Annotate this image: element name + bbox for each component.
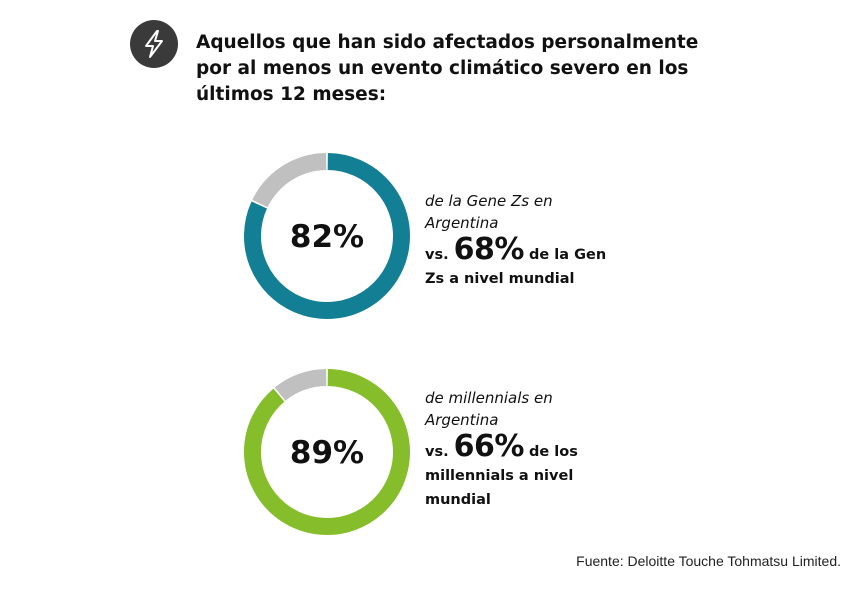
caption-millennials-compare-text: de los millennials a nivel mundial — [425, 444, 578, 508]
caption-genz: de la Gene Zs en Argentina vs. 68% de la… — [425, 190, 625, 291]
lightning-bolt-icon — [130, 20, 178, 68]
caption-genz-vs: vs. — [425, 247, 449, 263]
donut-slice-value — [244, 153, 410, 319]
donut-chart-millennials: 89% — [242, 367, 412, 537]
caption-millennials-compare: vs. 66% de los millennials a nivel mundi… — [425, 432, 625, 512]
donut-chart-genz: 82% — [242, 151, 412, 321]
donut-slice-remainder — [252, 153, 327, 208]
donut-slice-value — [244, 369, 410, 535]
donut-value-genz: 82% — [290, 219, 364, 255]
caption-genz-compare-text: de la Gen Zs a nivel mundial — [425, 247, 607, 287]
caption-genz-compare-value: 68% — [453, 232, 525, 267]
caption-genz-desc: de la Gene Zs en Argentina — [425, 192, 553, 232]
caption-millennials: de millennials en Argentina vs. 66% de l… — [425, 387, 625, 512]
caption-genz-compare: vs. 68% de la Gen Zs a nivel mundial — [425, 235, 625, 291]
header-title: Aquellos que han sido afectados personal… — [196, 32, 699, 105]
source-note: Fuente: Deloitte Touche Tohmatsu Limited… — [576, 553, 841, 569]
donut-slice-remainder — [274, 369, 327, 401]
donut-value-millennials: 89% — [290, 435, 364, 471]
caption-millennials-compare-value: 66% — [453, 429, 525, 464]
caption-millennials-desc: de millennials en Argentina — [425, 389, 553, 429]
caption-millennials-vs: vs. — [425, 444, 449, 460]
